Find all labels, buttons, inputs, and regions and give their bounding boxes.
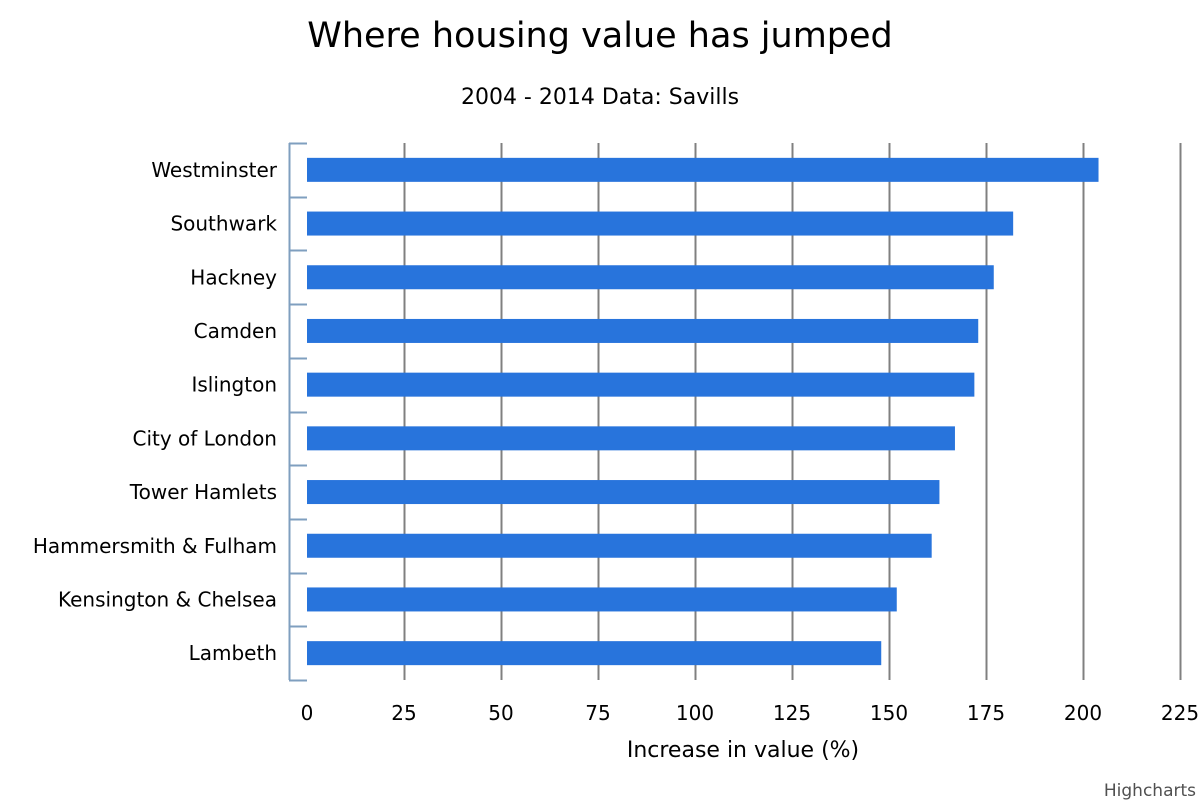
category-label: Westminster bbox=[151, 158, 277, 182]
bar[interactable] bbox=[307, 641, 882, 666]
category-label: Tower Hamlets bbox=[129, 480, 277, 504]
x-tick-label: 175 bbox=[967, 701, 1005, 725]
bar[interactable] bbox=[307, 265, 994, 290]
category-label: Islington bbox=[191, 373, 277, 397]
category-label: Hackney bbox=[190, 265, 277, 289]
value-axis-ticks: 0 25 50 75 100 125 150 175 200 225 bbox=[301, 701, 1199, 725]
credits-label[interactable]: Highcharts bbox=[1103, 781, 1196, 801]
category-label: Lambeth bbox=[189, 641, 277, 665]
chart-title: Where housing value has jumped bbox=[307, 16, 893, 56]
bar[interactable] bbox=[307, 587, 897, 612]
bar[interactable] bbox=[307, 372, 975, 397]
category-label: Camden bbox=[194, 319, 277, 343]
x-tick-label: 150 bbox=[870, 701, 908, 725]
category-label: City of London bbox=[132, 426, 277, 450]
bar[interactable] bbox=[307, 318, 979, 343]
chart-subtitle: 2004 - 2014 Data: Savills bbox=[460, 85, 740, 110]
category-label: Southwark bbox=[170, 212, 277, 236]
category-axis: Westminster Southwark Hackney Camden Islingt… bbox=[33, 142, 307, 682]
bars bbox=[307, 157, 1099, 666]
bar[interactable] bbox=[307, 426, 955, 451]
x-tick-label: 100 bbox=[676, 701, 714, 725]
x-tick-label: 50 bbox=[488, 701, 513, 725]
x-tick-label: 225 bbox=[1161, 701, 1199, 725]
bar[interactable] bbox=[307, 533, 932, 558]
x-tick-label: 75 bbox=[585, 701, 610, 725]
category-label: Hammersmith & Fulham bbox=[33, 534, 277, 558]
x-axis-title: Increase in value (%) bbox=[627, 738, 859, 763]
x-tick-label: 0 bbox=[301, 701, 314, 725]
bar[interactable] bbox=[307, 157, 1099, 182]
x-tick-label: 125 bbox=[773, 701, 811, 725]
bar[interactable] bbox=[307, 480, 940, 505]
x-tick-label: 25 bbox=[391, 701, 416, 725]
x-tick-label: 200 bbox=[1064, 701, 1102, 725]
bar[interactable] bbox=[307, 211, 1014, 236]
category-label: Kensington & Chelsea bbox=[58, 587, 277, 611]
